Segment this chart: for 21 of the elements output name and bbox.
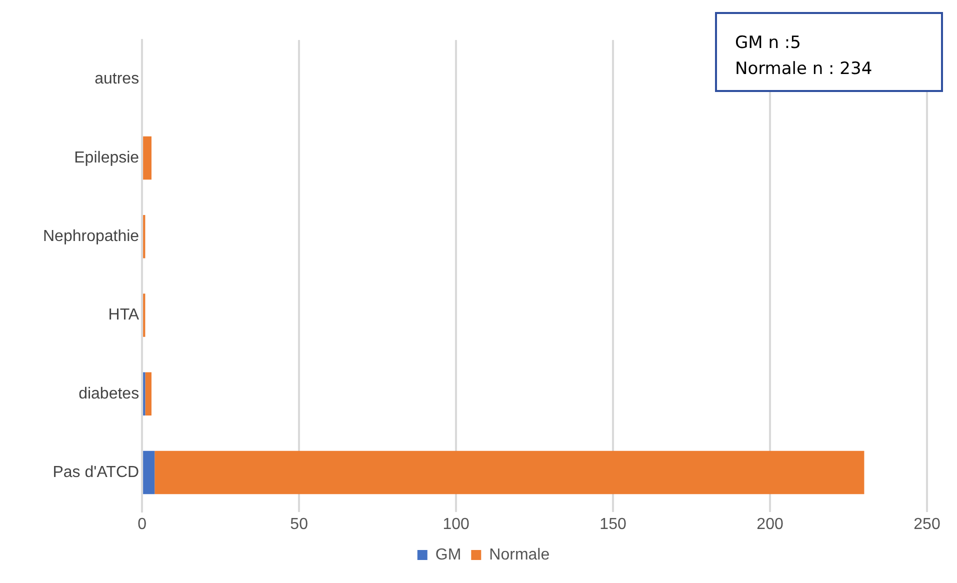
x-tick-label: 250 bbox=[914, 516, 940, 533]
y-tick-label: Epilepsie bbox=[74, 149, 140, 166]
bar bbox=[143, 136, 152, 180]
legend-label: GM bbox=[435, 546, 462, 564]
x-tick-label: 150 bbox=[600, 516, 626, 533]
legend-label: Normale bbox=[489, 546, 550, 564]
note-box: GM n :5 Normale n : 234 bbox=[715, 12, 943, 92]
bar bbox=[154, 450, 864, 494]
x-tick-label: 100 bbox=[442, 516, 470, 533]
x-tick-label: 0 bbox=[138, 516, 147, 533]
annotation: GM n :5 bbox=[735, 32, 802, 55]
x-tick-label: 200 bbox=[756, 516, 784, 533]
y-tick-label: HTA bbox=[108, 306, 140, 324]
x-tick-label: 50 bbox=[290, 516, 308, 533]
y-tick-label: Nephropathie bbox=[42, 228, 140, 245]
bar bbox=[145, 372, 152, 416]
y-tick-label: Pas d'ATCD bbox=[52, 464, 140, 481]
y-tick-label: diabetes bbox=[78, 385, 140, 402]
annotation: Normale n : 234 bbox=[735, 58, 874, 81]
y-tick-label: autres bbox=[94, 70, 140, 88]
bar bbox=[143, 450, 155, 494]
